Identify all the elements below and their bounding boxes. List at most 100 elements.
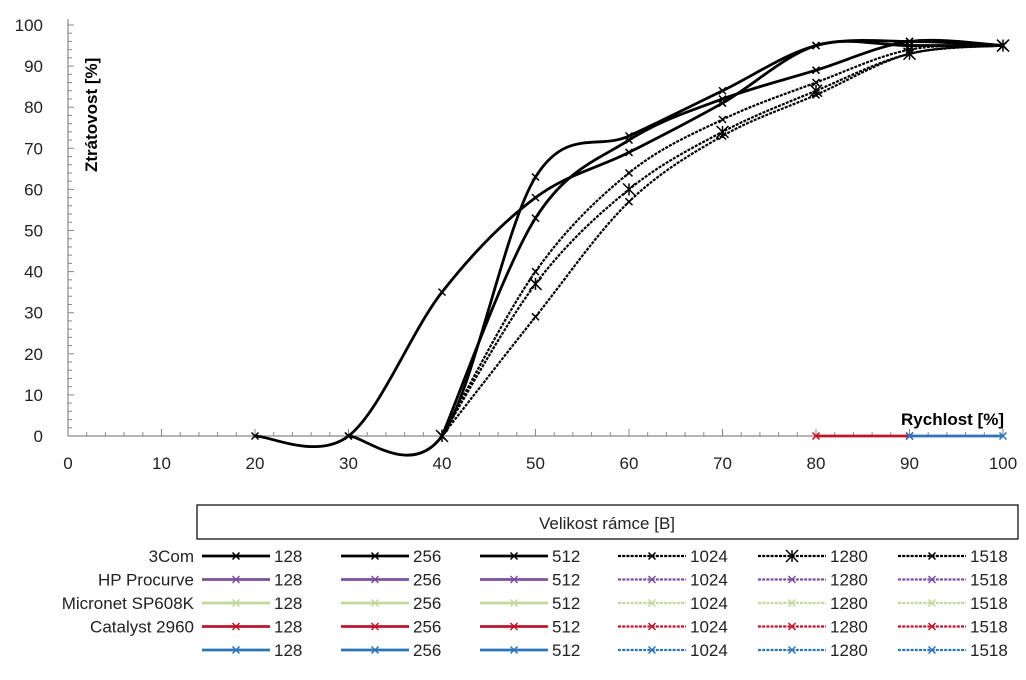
x-tick-label: 100: [989, 454, 1017, 473]
data-point: [998, 431, 1008, 441]
legend-entry: 512: [480, 618, 580, 637]
legend-frame-label: 1280: [830, 594, 868, 613]
legend-device-label: Micronet SP608K: [62, 594, 195, 613]
legend-marker: [647, 551, 657, 561]
legend-entry: 256: [341, 618, 441, 637]
data-point: [811, 431, 821, 441]
x-tick-label: 10: [152, 454, 171, 473]
x-tick-label: 60: [620, 454, 639, 473]
legend-entry: 1518: [898, 641, 1008, 660]
legend-frame-label: 512: [552, 618, 580, 637]
legend-frame-label: 1024: [690, 547, 728, 566]
legend-frame-label: 128: [274, 571, 302, 590]
data-point: [905, 37, 914, 46]
legend-marker: [370, 622, 380, 631]
y-tick-label: 80: [24, 98, 43, 117]
legend-entry: 1024: [618, 594, 728, 613]
data-point: [624, 197, 634, 206]
legend-entry: 1280: [758, 547, 868, 566]
legend-frame-label: 256: [413, 571, 441, 590]
legend-title-box: [196, 504, 1019, 540]
legend-marker: [231, 598, 241, 608]
data-point: [905, 431, 914, 441]
legend-marker: [787, 645, 797, 655]
legend-entry: 512: [480, 547, 580, 566]
data-point: [437, 288, 447, 297]
legend-row: 128 256 512 1024 1280 1518: [202, 641, 1008, 660]
legend-frame-label: 512: [552, 594, 580, 613]
legend-entry: 128: [202, 571, 302, 590]
y-tick-label: 30: [24, 304, 43, 323]
legend-entry: 1280: [758, 641, 868, 660]
legend-marker: [647, 622, 657, 631]
legend-entry: 1518: [898, 547, 1008, 566]
y-tick-label: 20: [24, 345, 43, 364]
y-tick-label: 40: [24, 263, 43, 282]
legend-frame-label: 1024: [690, 594, 728, 613]
legend-marker: [370, 645, 380, 655]
legend-entry: 512: [480, 641, 580, 660]
y-tick-label: 0: [34, 427, 43, 446]
legend-frame-label: 512: [552, 641, 580, 660]
x-tick-label: 90: [900, 454, 919, 473]
legend-marker: [787, 575, 797, 584]
data-point: [811, 41, 821, 50]
legend-entry: 512: [480, 594, 580, 613]
legend-frame-label: 128: [274, 641, 302, 660]
legend-entry: 1024: [618, 571, 728, 590]
data-point: [811, 66, 821, 75]
legend-frame-label: 1518: [970, 571, 1008, 590]
legend-marker: [787, 598, 797, 608]
legend-entry: 256: [341, 641, 441, 660]
data-point: [718, 94, 727, 104]
legend-device-label: HP Procurve: [98, 571, 194, 590]
legend-entry: 512: [480, 571, 580, 590]
y-axis-title: Ztrátovost [%]: [82, 58, 101, 172]
legend-frame-label: 1280: [830, 571, 868, 590]
plot-area: [250, 37, 1010, 457]
legend-marker: [647, 575, 657, 584]
y-tick-label: 50: [24, 222, 43, 241]
x-tick-label: 50: [526, 454, 545, 473]
legend-entry: 1280: [758, 594, 868, 613]
legend-title: Velikost rámce [B]: [539, 514, 675, 533]
series-line: [254, 39, 1003, 448]
legend-entry: 256: [341, 594, 441, 613]
legend-marker: [231, 622, 241, 631]
data-point: [624, 148, 634, 157]
legend-marker: [509, 622, 519, 631]
y-tick-label: 60: [24, 180, 43, 199]
legend-entry: 1280: [758, 618, 868, 637]
data-point: [811, 90, 821, 99]
data-point: [344, 431, 353, 441]
data-point: [528, 277, 543, 291]
legend-entry: 1518: [898, 618, 1008, 637]
data-point: [531, 267, 540, 276]
legend-device-label: Catalyst 2960: [90, 618, 194, 637]
data-point: [531, 173, 540, 182]
y-tick-label: 10: [24, 386, 43, 405]
legend-entry: 1280: [758, 571, 868, 590]
data-point: [718, 115, 727, 124]
y-tick-label: 70: [24, 139, 43, 158]
data-point: [531, 312, 540, 321]
legend-marker: [509, 645, 519, 655]
series-3com-128: [250, 39, 1008, 448]
legend-marker: [927, 622, 937, 631]
legend-frame-label: 256: [413, 618, 441, 637]
legend-frame-label: 1280: [830, 641, 868, 660]
legend-marker: [509, 551, 519, 561]
legend-frame-label: 512: [552, 571, 580, 590]
legend-frame-label: 1518: [970, 547, 1008, 566]
legend-marker: [927, 551, 937, 561]
legend-marker: [509, 575, 519, 584]
legend-frame-label: 256: [413, 641, 441, 660]
series-3com-1518: [437, 41, 1008, 441]
legend-row: HP Procurve 128 256 512 1024 1280 1518: [98, 571, 1008, 590]
data-point: [624, 136, 634, 145]
data-point: [998, 41, 1008, 50]
legend-marker: [927, 645, 937, 655]
legend-frame-label: 128: [274, 618, 302, 637]
legend-entry: 1518: [898, 571, 1008, 590]
